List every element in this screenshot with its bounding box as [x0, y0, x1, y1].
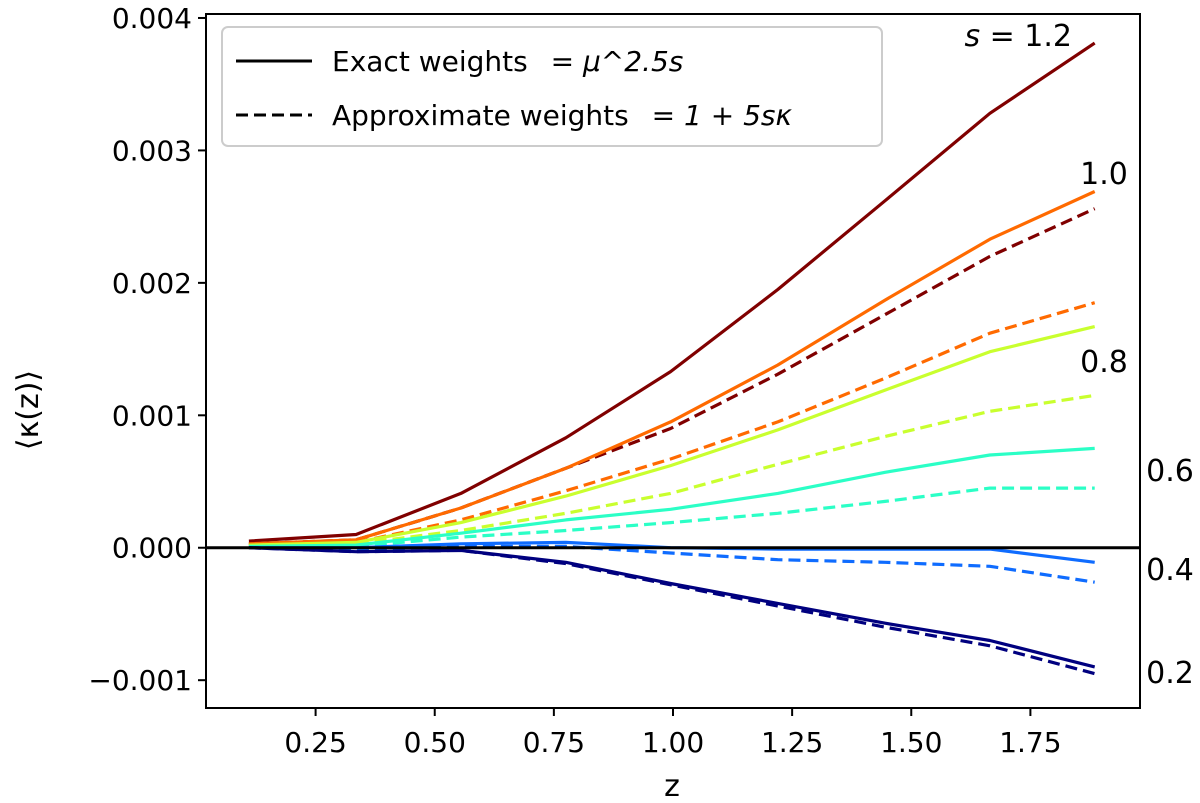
x-tick-label: 1.00: [642, 726, 704, 759]
series-label-s0_6: 0.6: [1146, 454, 1194, 489]
series-label-s0_2: 0.2: [1146, 656, 1194, 691]
svg-text:Exact weights = μ^2.5s: Exact weights = μ^2.5s: [332, 45, 683, 78]
series-s1_0-approx-line: [248, 301, 1096, 547]
series-s0_2-approx-line: [248, 546, 1096, 676]
legend: Exact weights = μ^2.5s Approximate weigh…: [221, 26, 883, 147]
x-tick-label: 0.50: [404, 726, 466, 759]
legend-approx-label: Approximate weights: [332, 99, 629, 132]
series-s0_2-exact-line: [248, 546, 1096, 669]
series-s1_2-exact-line: [248, 41, 1096, 543]
x-tick-label: 0.75: [523, 726, 585, 759]
y-tick-label: 0.000: [112, 532, 192, 565]
series-label-s1_0: 1.0: [1080, 157, 1128, 192]
series-s0_6-approx-line: [248, 486, 1095, 550]
series-label-s0_8: 0.8: [1080, 345, 1128, 380]
series-s0_8-approx-line: [248, 393, 1095, 548]
series-s1_0-exact-line: [248, 190, 1096, 546]
x-tick-label: 0.25: [284, 726, 346, 759]
series-s1_2-approx-line: [248, 207, 1096, 546]
y-tick-label: 0.002: [112, 267, 192, 300]
y-tick-label: 0.003: [112, 134, 192, 167]
legend-exact-label: Exact weights: [332, 45, 528, 78]
series-s0_6-exact-line: [248, 446, 1095, 548]
series-label-s1_2: s = 1.2: [964, 19, 1072, 54]
y-axis-title: ⟨κ(z)⟩: [11, 370, 46, 450]
x-tick-label: 1.50: [880, 726, 942, 759]
series-s0_4-approx-line: [248, 544, 1095, 584]
legend-exact-formula: = μ^2.5s: [551, 45, 684, 78]
x-tick-label: 1.75: [999, 726, 1061, 759]
legend-box: [221, 26, 883, 147]
series-labels: s = 1.2 1.0 0.8 0.6 0.4 0.2: [964, 19, 1193, 691]
series-s0_8-exact-line: [248, 325, 1096, 547]
series-layer: [248, 41, 1096, 676]
x-tick-label: 1.25: [761, 726, 823, 759]
legend-approx-formula: = 1 + 5sκ: [652, 99, 793, 132]
y-tick-label: 0.004: [112, 2, 192, 35]
y-tick-label: −0.001: [88, 664, 192, 697]
series-label-s0_4: 0.4: [1146, 553, 1194, 588]
ticks-layer: 0.25 0.50 0.75 1.00 1.25 1.50 1.75 −0.001 0.000 0…: [88, 2, 1061, 759]
x-axis-title: z: [664, 769, 680, 803]
svg-text:Approximate weights = 1: Approximate weights = 1 + 5sκ: [332, 99, 792, 132]
y-tick-label: 0.001: [112, 399, 192, 432]
